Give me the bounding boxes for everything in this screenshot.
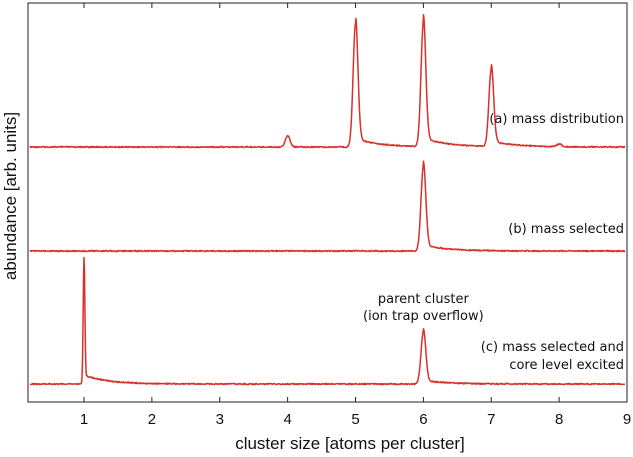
x-tick-label-3: 3 (216, 411, 224, 428)
x-axis-ticks (83, 3, 628, 402)
trace-2 (29, 160, 626, 253)
x-axis-label: cluster size [atoms per cluster] (235, 434, 465, 453)
x-tick-label-9: 9 (623, 411, 631, 428)
trace-3 (29, 256, 626, 386)
series-label-a: (a) mass distribution (489, 112, 624, 127)
x-tick-label-2: 2 (148, 411, 156, 428)
trace-labels: (a) mass distribution (b) mass selected (c… (363, 112, 624, 373)
parent-cluster-note-line-2: (ion trap overflow) (363, 309, 484, 324)
x-axis-tick-labels: 1 2 3 4 5 6 7 8 9 (80, 411, 631, 428)
series-label-c-line-1: (c) mass selected and (481, 340, 624, 355)
trace-1 (29, 14, 626, 149)
x-tick-label-1: 1 (80, 411, 88, 428)
series-label-c-line-2: core level excited (509, 358, 624, 373)
x-tick-label-4: 4 (283, 411, 291, 428)
y-axis-label: abundance [arb. units] (1, 112, 20, 280)
x-tick-label-6: 6 (419, 411, 427, 428)
x-tick-label-7: 7 (487, 411, 495, 428)
series-label-b: (b) mass selected (508, 222, 624, 237)
spectrum-traces (29, 14, 626, 386)
x-tick-label-8: 8 (555, 411, 563, 428)
parent-cluster-note-line-1: parent cluster (378, 292, 470, 307)
x-tick-label-5: 5 (351, 411, 359, 428)
plot-frame (27, 2, 628, 403)
